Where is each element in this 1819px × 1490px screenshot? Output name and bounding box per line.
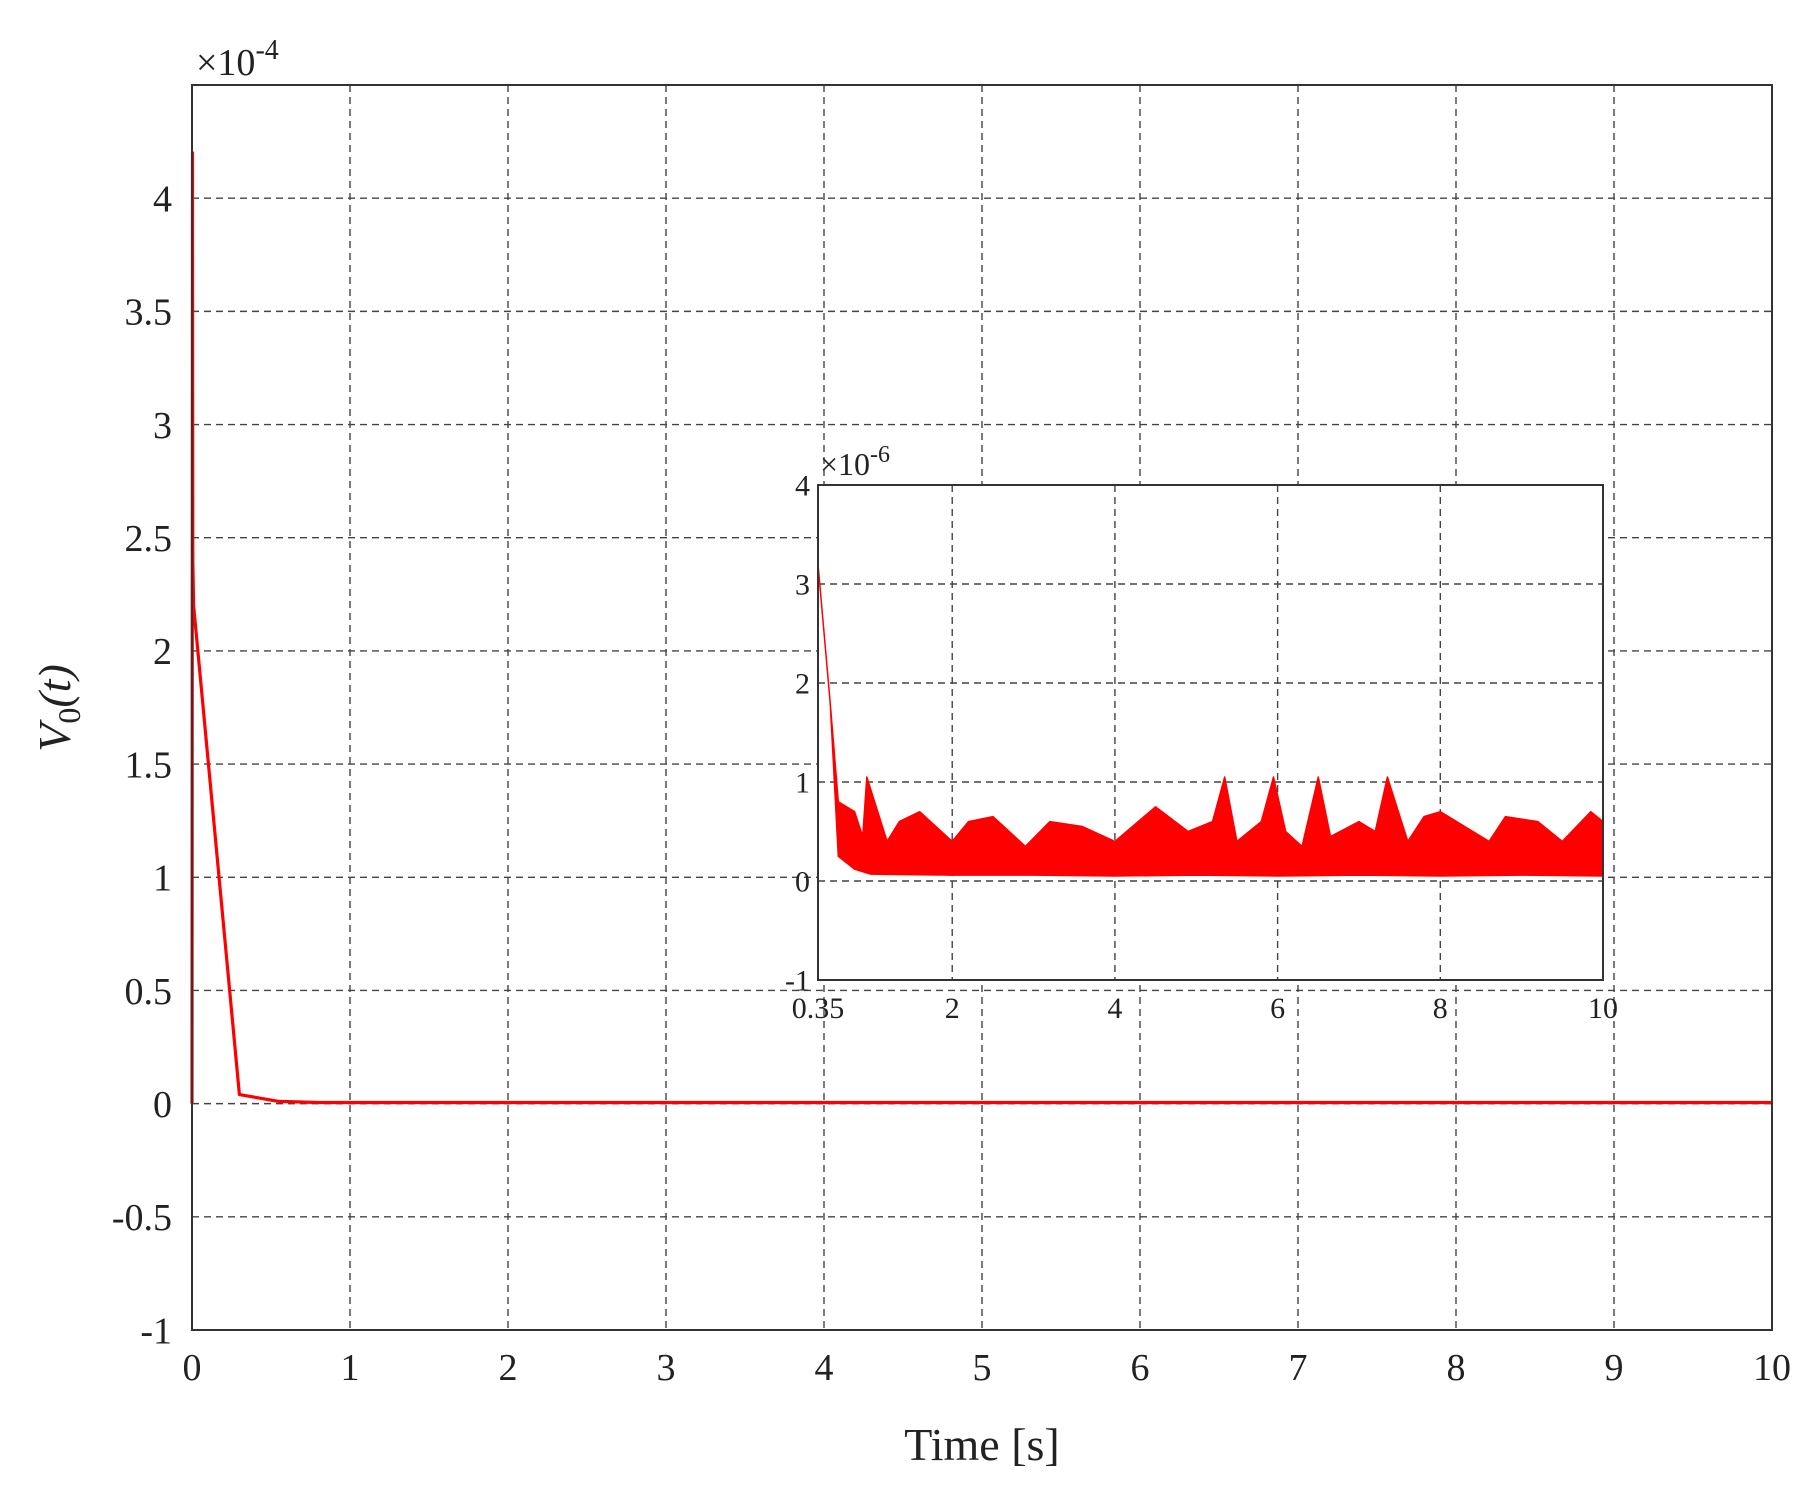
main-y-tick-labels: -1 -0.5 0 0.5 1 1.5 2 2.5 3 3.5 4 <box>112 178 172 1352</box>
inset-x-tick-label: 4 <box>1107 992 1122 1025</box>
inset-x-tick-label: 2 <box>945 992 960 1025</box>
main-plot-border <box>191 84 1773 1331</box>
inset-x-tick-label: 10 <box>1588 992 1618 1025</box>
inset-y-tick-label: 3 <box>795 569 810 602</box>
main-y-axis-label: V0(t) <box>29 664 87 752</box>
main-y-tick-label: 2 <box>153 631 172 673</box>
inset-y-tick-label: 0 <box>795 866 810 899</box>
inset-grid <box>818 485 1603 980</box>
main-y-multiplier: ×10-4 <box>196 35 279 84</box>
main-y-tick-label: 0 <box>153 1084 172 1126</box>
main-y-tick-label: 2.5 <box>125 518 173 560</box>
inset-plot-frame <box>817 484 1604 981</box>
main-x-tick-label: 8 <box>1447 1347 1466 1389</box>
inset-y-tick-labels: -1 0 1 2 3 4 <box>785 470 810 998</box>
inset-axes: 0.35 2 4 6 8 10 -1 0 1 2 3 4 ×10-6 <box>785 442 1618 1025</box>
inset-plot-border <box>817 484 1604 981</box>
main-y-tick-label: -1 <box>140 1310 172 1352</box>
main-y-tick-label: 3 <box>153 405 172 447</box>
inset-series-band <box>817 563 1604 877</box>
inset-series <box>817 563 1604 877</box>
main-grid <box>192 85 1772 1330</box>
main-y-tick-label: -0.5 <box>112 1197 172 1239</box>
main-x-tick-label: 1 <box>341 1347 360 1389</box>
main-y-tick-label: 3.5 <box>125 292 173 334</box>
main-x-tick-label: 3 <box>657 1347 676 1389</box>
main-x-tick-label: 10 <box>1753 1347 1791 1389</box>
inset-x-tick-labels: 0.35 2 4 6 8 10 <box>792 992 1618 1025</box>
main-y-tick-label: 1 <box>153 858 172 900</box>
inset-x-tick-label: 0.35 <box>792 992 845 1025</box>
main-x-tick-label: 4 <box>815 1347 834 1389</box>
inset-y-multiplier: ×10-6 <box>820 442 890 482</box>
main-x-axis-label: Time [s] <box>904 1419 1060 1470</box>
main-x-tick-label: 0 <box>183 1347 202 1389</box>
inset-y-tick-label: 2 <box>795 668 810 701</box>
inset-x-tick-label: 6 <box>1270 992 1285 1025</box>
main-y-tick-label: 1.5 <box>125 744 173 786</box>
main-y-tick-label: 4 <box>153 178 172 220</box>
inset-y-tick-label: 1 <box>795 767 810 800</box>
main-y-tick-label: 0.5 <box>125 971 173 1013</box>
main-x-tick-labels: 0 1 2 3 4 5 6 7 8 9 10 <box>183 1347 1792 1389</box>
inset-y-tick-label: 4 <box>795 470 810 503</box>
main-x-tick-label: 5 <box>973 1347 992 1389</box>
main-x-tick-label: 6 <box>1131 1347 1150 1389</box>
inset-y-tick-label: -1 <box>785 965 810 998</box>
inset-x-tick-label: 8 <box>1433 992 1448 1025</box>
main-x-tick-label: 2 <box>499 1347 518 1389</box>
main-x-tick-label: 9 <box>1605 1347 1624 1389</box>
main-x-tick-label: 7 <box>1289 1347 1308 1389</box>
